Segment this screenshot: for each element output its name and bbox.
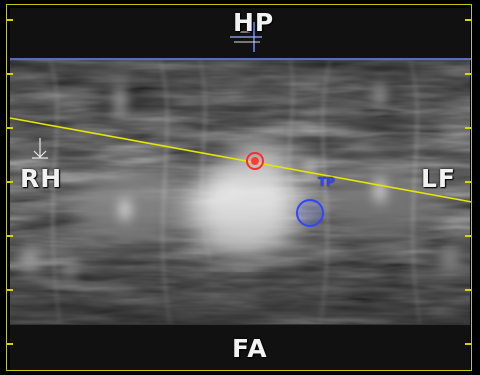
- right-ruler: [465, 5, 471, 370]
- orientation-label-left: RH: [20, 164, 63, 193]
- tp-marker-label: TP: [318, 175, 335, 189]
- down-arrow-icon: [32, 138, 48, 159]
- scan-texture: [10, 60, 470, 324]
- bottom-label-band: [10, 324, 470, 371]
- left-ruler: [7, 5, 13, 370]
- viewport-frame: [6, 4, 472, 371]
- target-point-icon[interactable]: [246, 152, 264, 170]
- crosshair-icon[interactable]: [230, 22, 262, 52]
- tp-marker-circle[interactable]: [296, 199, 324, 227]
- slice-line[interactable]: [9, 117, 473, 203]
- orientation-label-bottom: FA: [232, 334, 268, 363]
- scan-image[interactable]: [10, 60, 470, 324]
- orientation-label-right: LF: [421, 164, 457, 193]
- orientation-label-top: HP: [233, 8, 275, 37]
